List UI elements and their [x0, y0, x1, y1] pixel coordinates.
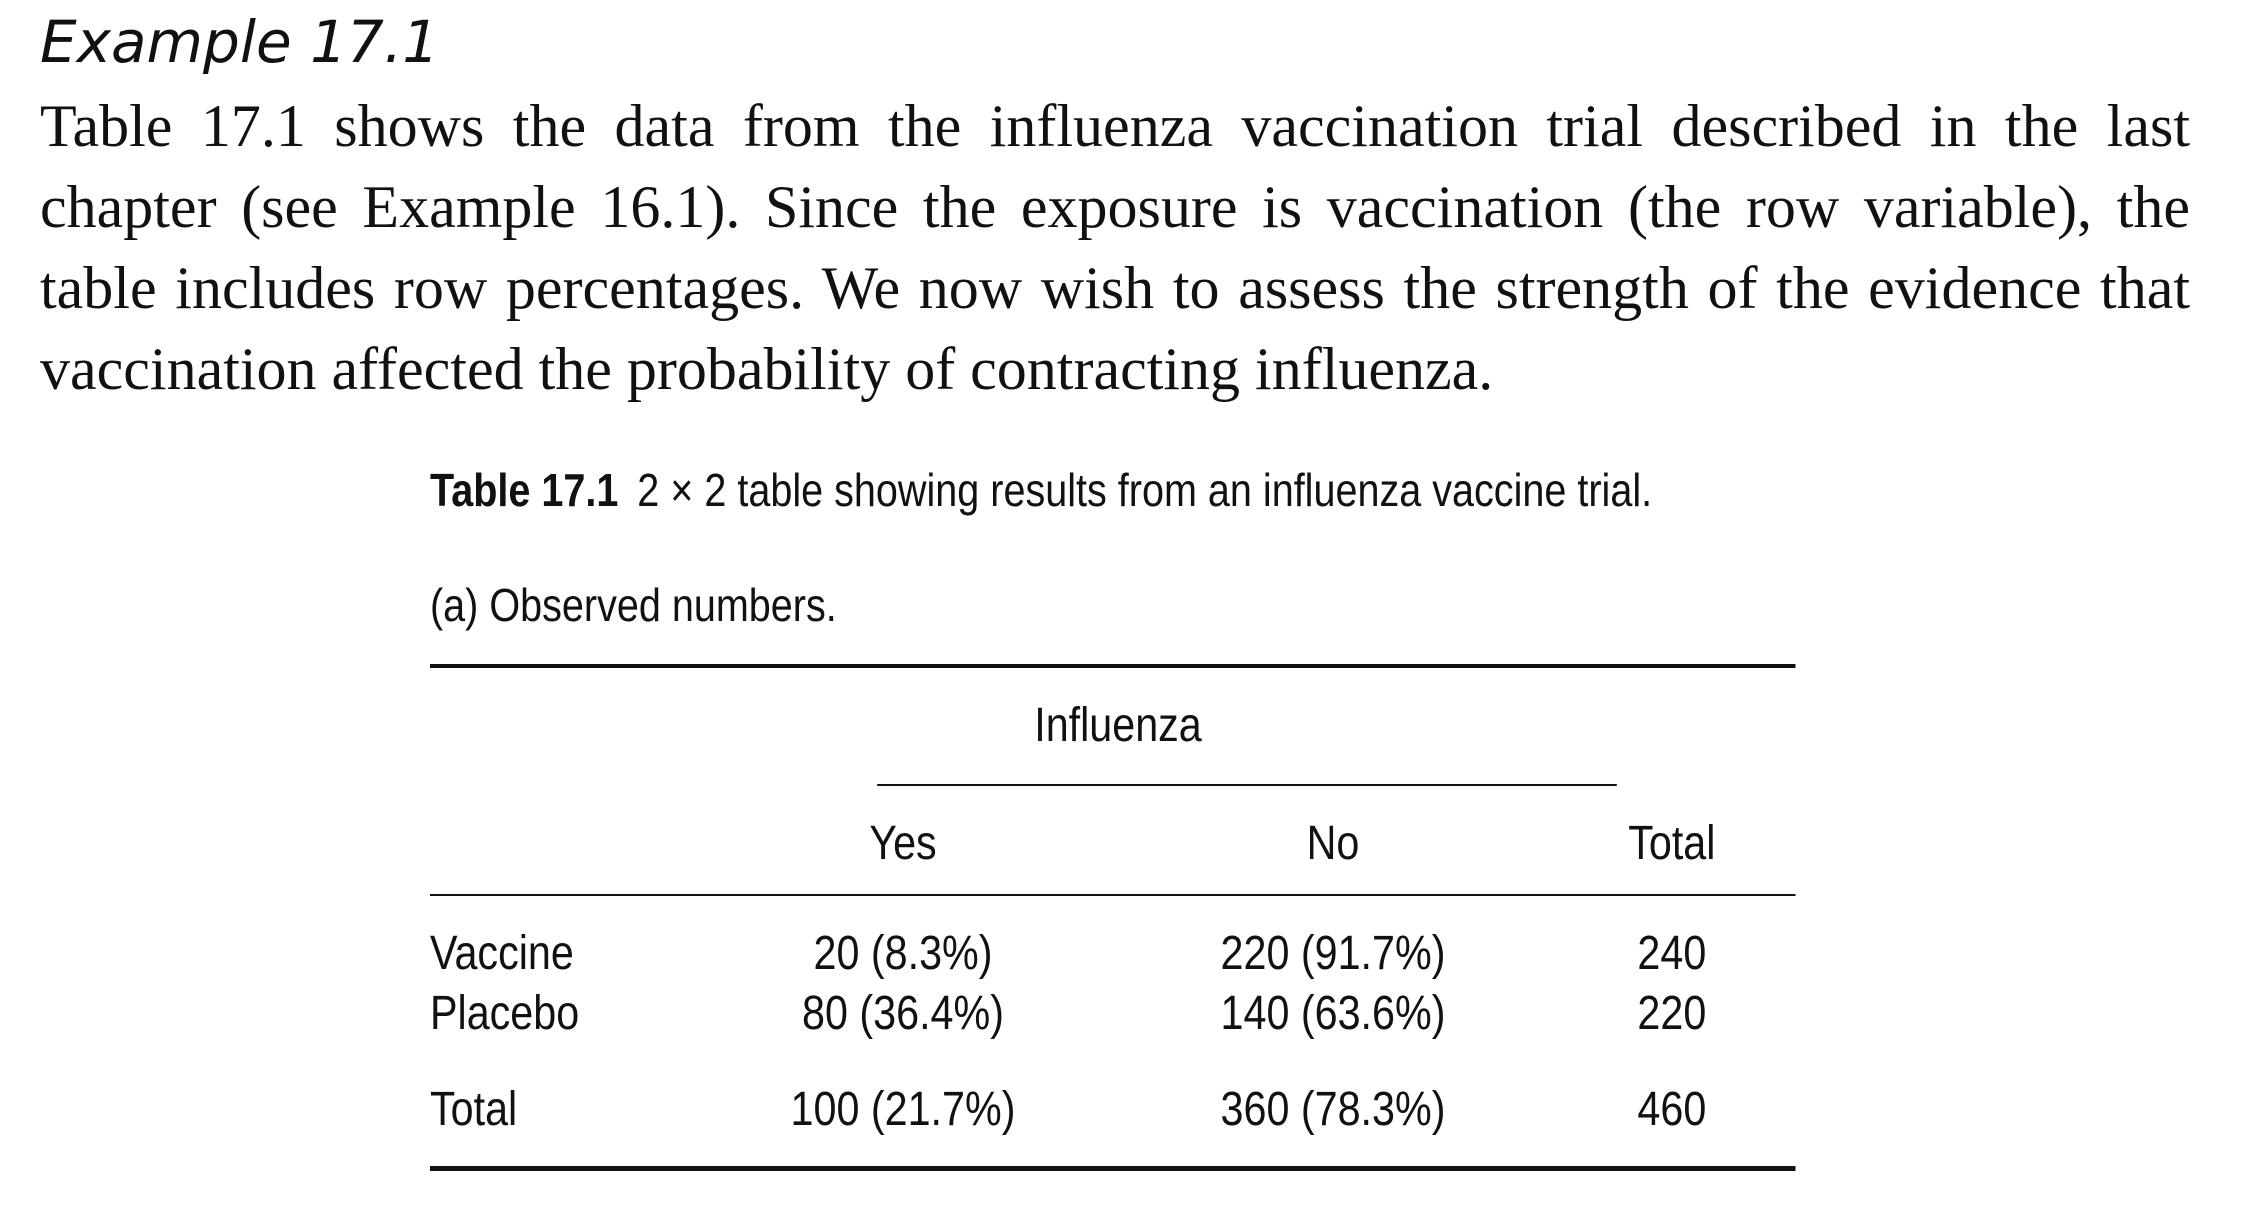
- cell-no: 220 (91.7%): [1220, 927, 1446, 980]
- spanner-rule: [877, 784, 1617, 786]
- spanner-row: Influenza: [430, 666, 1796, 784]
- cell-no: 140 (63.6%): [1220, 987, 1446, 1040]
- spanner-rule-row: [430, 784, 1796, 786]
- column-header-yes: Yes: [869, 817, 937, 870]
- total-cell-no: 360 (78.3%): [1220, 1083, 1446, 1136]
- spanner-header: Influenza: [688, 666, 1548, 784]
- contingency-table: Influenza Yes No Total Vaccine 20 (8.3%)…: [430, 664, 1796, 1171]
- cell-total: 220: [1637, 987, 1707, 1040]
- column-header-no: No: [1306, 817, 1360, 870]
- table-row: Placebo 80 (36.4%) 140 (63.6%) 220: [430, 984, 1796, 1044]
- table-caption: Table 17.1 2 × 2 table showing results fr…: [430, 462, 1652, 518]
- row-label: Vaccine: [430, 927, 574, 980]
- total-cell-total: 460: [1637, 1083, 1707, 1136]
- example-heading: Example 17.1: [40, 8, 440, 76]
- total-row-label: Total: [430, 1083, 518, 1136]
- row-label: Placebo: [430, 987, 580, 1040]
- table-row: Vaccine 20 (8.3%) 220 (91.7%) 240: [430, 895, 1796, 984]
- table-subcaption: (a) Observed numbers.: [430, 579, 837, 631]
- total-cell-yes: 100 (21.7%): [790, 1083, 1016, 1136]
- cell-total: 240: [1637, 927, 1707, 980]
- table-caption-label: Table 17.1: [430, 464, 619, 516]
- column-header-row: Yes No Total: [430, 786, 1796, 895]
- example-paragraph: Table 17.1 shows the data from the influ…: [40, 93, 2190, 402]
- table-caption-text: 2 × 2 table showing results from an infl…: [637, 464, 1653, 516]
- cell-yes: 20 (8.3%): [813, 927, 993, 980]
- total-row: Total 100 (21.7%) 360 (78.3%) 460: [430, 1044, 1796, 1169]
- column-header-total: Total: [1628, 817, 1716, 870]
- cell-yes: 80 (36.4%): [802, 987, 1004, 1040]
- spanner-label: Influenza: [1034, 699, 1202, 752]
